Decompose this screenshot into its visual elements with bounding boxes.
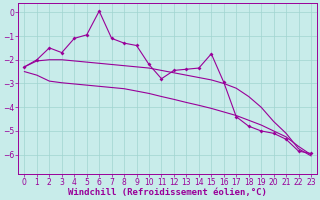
X-axis label: Windchill (Refroidissement éolien,°C): Windchill (Refroidissement éolien,°C): [68, 188, 267, 197]
